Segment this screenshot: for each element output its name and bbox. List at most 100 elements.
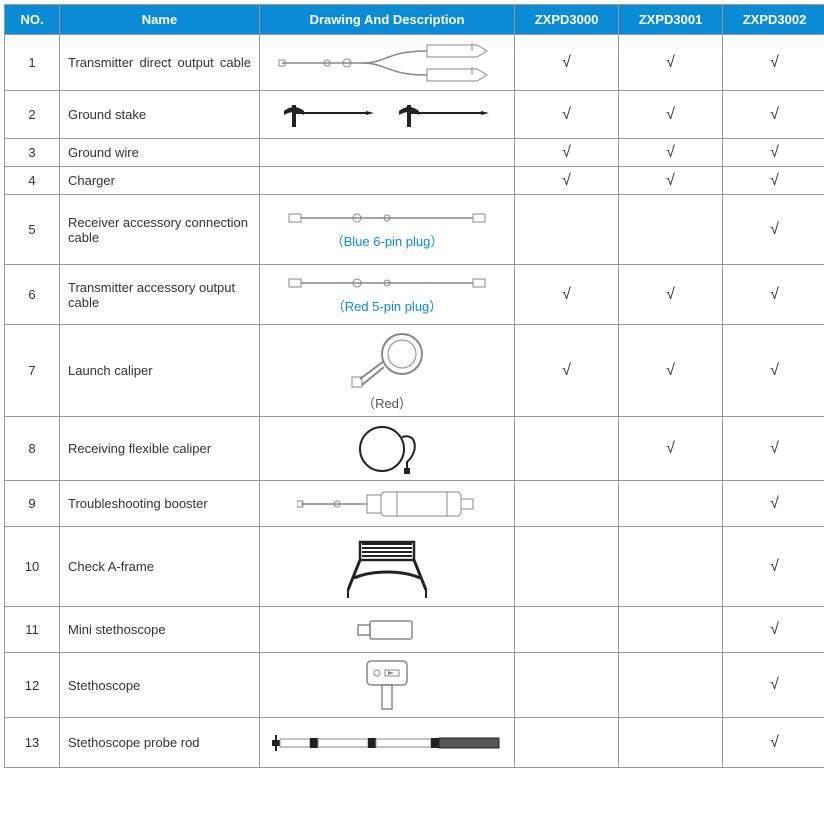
ycable-icon [266, 43, 508, 83]
table-row: 7Launch caliper （Red） √ √ √ [5, 325, 824, 417]
row-name: Launch caliper [60, 325, 260, 417]
model-support-cell: √ [515, 167, 619, 195]
table-row: 10Check A-frame √ [5, 527, 824, 607]
loop-icon [266, 422, 508, 476]
model-support-cell: √ [515, 139, 619, 167]
check-icon: √ [770, 362, 779, 379]
row-number: 12 [5, 653, 60, 718]
row-drawing: （Blue 6-pin plug） [260, 195, 515, 265]
model-support-cell: √ [723, 139, 824, 167]
row-number: 2 [5, 91, 60, 139]
model-support-cell: √ [619, 35, 723, 91]
check-icon: √ [666, 172, 675, 189]
row-number: 3 [5, 139, 60, 167]
drawing-caption: （Red） [266, 393, 508, 412]
model-support-cell: √ [723, 167, 824, 195]
aframe-icon [266, 534, 508, 600]
check-icon: √ [770, 676, 779, 693]
table-row: 12Stethoscope √ [5, 653, 824, 718]
row-drawing [260, 653, 515, 718]
row-drawing [260, 607, 515, 653]
row-drawing: （Red 5-pin plug） [260, 265, 515, 325]
row-drawing [260, 527, 515, 607]
row-name: Stethoscope [60, 653, 260, 718]
table-row: 3Ground wire √ √ √ [5, 139, 824, 167]
row-number: 7 [5, 325, 60, 417]
model-support-cell: √ [619, 139, 723, 167]
ministeth-icon [266, 615, 508, 645]
model-support-cell: √ [515, 325, 619, 417]
check-icon: √ [770, 172, 779, 189]
col-header-name: Name [60, 5, 260, 35]
check-icon: √ [770, 144, 779, 161]
check-icon: √ [770, 734, 779, 751]
table-row: 13Stethoscope probe rod √ [5, 718, 824, 768]
row-number: 6 [5, 265, 60, 325]
booster-icon [266, 489, 508, 519]
row-name: Mini stethoscope [60, 607, 260, 653]
model-support-cell: √ [619, 325, 723, 417]
row-name: Transmitter accessory output cable [60, 265, 260, 325]
row-number: 13 [5, 718, 60, 768]
row-name: Stethoscope probe rod [60, 718, 260, 768]
row-name: Check A-frame [60, 527, 260, 607]
table-row: 1Transmitter direct output cable √√√ [5, 35, 824, 91]
row-number: 1 [5, 35, 60, 91]
check-icon: √ [770, 54, 779, 71]
model-support-cell [619, 481, 723, 527]
col-header-m1: ZXPD3000 [515, 5, 619, 35]
check-icon: √ [666, 286, 675, 303]
model-support-cell: √ [723, 325, 824, 417]
model-support-cell [619, 718, 723, 768]
model-support-cell: √ [515, 91, 619, 139]
row-name: Transmitter direct output cable [60, 35, 260, 91]
col-header-no: NO. [5, 5, 60, 35]
model-support-cell [515, 527, 619, 607]
model-support-cell: √ [723, 718, 824, 768]
model-support-cell: √ [723, 527, 824, 607]
row-drawing [260, 91, 515, 139]
row-drawing [260, 139, 515, 167]
model-support-cell [515, 481, 619, 527]
row-number: 10 [5, 527, 60, 607]
model-support-cell: √ [515, 265, 619, 325]
table-row: 2Ground stake √√√ [5, 91, 824, 139]
table-row: 9Troubleshooting booster √ [5, 481, 824, 527]
check-icon: √ [562, 106, 571, 123]
check-icon: √ [770, 440, 779, 457]
row-name: Receiving flexible caliper [60, 417, 260, 481]
check-icon: √ [666, 106, 675, 123]
model-support-cell: √ [619, 91, 723, 139]
model-support-cell: √ [723, 607, 824, 653]
model-support-cell [619, 195, 723, 265]
model-support-cell: √ [723, 195, 824, 265]
row-drawing [260, 417, 515, 481]
check-icon: √ [562, 362, 571, 379]
model-support-cell [619, 527, 723, 607]
model-support-cell: √ [723, 653, 824, 718]
row-drawing [260, 167, 515, 195]
accessory-comparison-table: NO. Name Drawing And Description ZXPD300… [4, 4, 824, 768]
model-support-cell [515, 417, 619, 481]
check-icon: √ [562, 172, 571, 189]
row-drawing [260, 481, 515, 527]
row-number: 9 [5, 481, 60, 527]
check-icon: √ [666, 144, 675, 161]
row-name: Ground wire [60, 139, 260, 167]
row-drawing [260, 35, 515, 91]
model-support-cell: √ [619, 265, 723, 325]
row-name: Troubleshooting booster [60, 481, 260, 527]
drawing-caption: （Blue 6-pin plug） [266, 231, 508, 250]
model-support-cell: √ [619, 417, 723, 481]
row-drawing [260, 718, 515, 768]
model-support-cell: √ [723, 35, 824, 91]
check-icon: √ [770, 495, 779, 512]
probe-icon [266, 731, 508, 755]
check-icon: √ [770, 221, 779, 238]
model-support-cell: √ [619, 167, 723, 195]
cable-icon [266, 209, 508, 227]
table-row: 11Mini stethoscope √ [5, 607, 824, 653]
row-name: Receiver accessory connection cable [60, 195, 260, 265]
col-header-m3: ZXPD3002 [723, 5, 824, 35]
row-number: 11 [5, 607, 60, 653]
